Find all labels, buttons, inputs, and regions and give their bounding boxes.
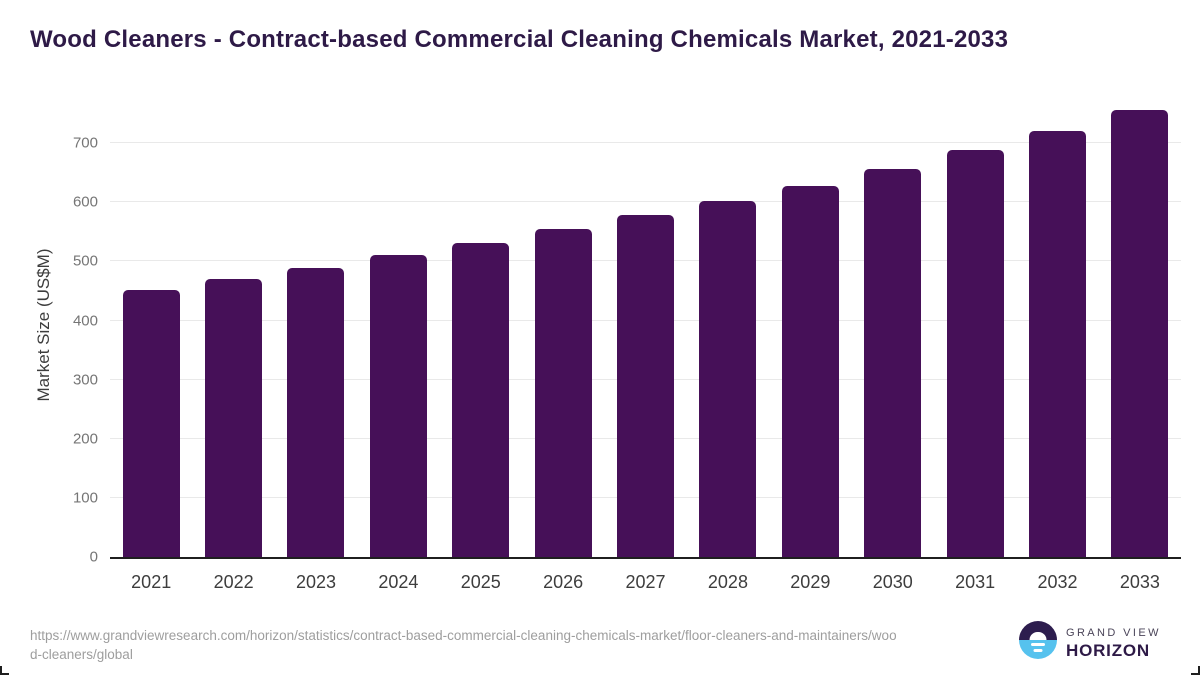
horizon-sun-icon bbox=[1019, 621, 1057, 659]
y-tick-label-200: 200 bbox=[72, 430, 98, 448]
bottom-right-corner-mark bbox=[1191, 666, 1200, 675]
bottom-left-corner-mark bbox=[0, 666, 9, 675]
bar-slot-2032 bbox=[1016, 90, 1098, 557]
x-axis-labels: 2021 2022 2023 2024 2025 2026 2027 2028 2029 2030… bbox=[110, 566, 1181, 593]
bar-2030 bbox=[864, 169, 922, 557]
bar-slot-2031 bbox=[934, 90, 1016, 557]
bar-2027 bbox=[617, 214, 675, 557]
y-tick-label-100: 100 bbox=[72, 489, 98, 507]
x-tick-label-2033: 2033 bbox=[1119, 572, 1160, 592]
x-tick-label-2023: 2023 bbox=[295, 572, 336, 592]
grand-view-horizon-logo: GRAND VIEW HORIZON bbox=[1019, 621, 1161, 659]
bar-2028 bbox=[699, 201, 757, 557]
y-tick-label-0: 0 bbox=[89, 548, 98, 566]
logo-brand-bottom: HORIZON bbox=[1066, 641, 1150, 660]
x-tick-label-2028: 2028 bbox=[707, 572, 748, 592]
x-tick-label-2024: 2024 bbox=[378, 572, 419, 592]
bar-slot-2028 bbox=[687, 90, 769, 557]
bar-slot-2033 bbox=[1099, 90, 1181, 557]
gridline-600 bbox=[110, 201, 1181, 203]
x-tick-label-2032: 2032 bbox=[1037, 572, 1078, 592]
bar-2021 bbox=[122, 289, 180, 557]
bar-slot-2027 bbox=[604, 90, 686, 557]
bar-2024 bbox=[369, 254, 427, 557]
y-tick-label-500: 500 bbox=[72, 252, 98, 270]
bar-slot-2023 bbox=[275, 90, 357, 557]
y-tick-label-700: 700 bbox=[72, 134, 98, 152]
bar-2025 bbox=[452, 242, 510, 557]
x-tick-label-2029: 2029 bbox=[790, 572, 831, 592]
bar-slot-2022 bbox=[192, 90, 274, 557]
bar-2033 bbox=[1111, 110, 1169, 557]
bar-2032 bbox=[1028, 131, 1086, 557]
x-tick-label-2030: 2030 bbox=[872, 572, 913, 592]
y-tick-label-400: 400 bbox=[72, 312, 98, 330]
x-tick-label-2031: 2031 bbox=[955, 572, 996, 592]
x-tick-label-2022: 2022 bbox=[213, 572, 254, 592]
x-tick-label-2021: 2021 bbox=[131, 572, 172, 592]
bar-2022 bbox=[205, 279, 263, 557]
bar-2023 bbox=[287, 267, 345, 557]
bar-slot-2030 bbox=[852, 90, 934, 557]
bar-2029 bbox=[781, 185, 839, 557]
bar-2026 bbox=[534, 228, 592, 557]
x-tick-label-2026: 2026 bbox=[543, 572, 584, 592]
chart-title: Wood Cleaners - Contract-based Commercia… bbox=[30, 26, 1009, 53]
gridline-700 bbox=[110, 142, 1181, 144]
x-tick-label-2027: 2027 bbox=[625, 572, 666, 592]
bar-slot-2025 bbox=[440, 90, 522, 557]
bar-2031 bbox=[946, 150, 1004, 557]
source-url: https://www.grandviewresearch.com/horizo… bbox=[30, 628, 897, 662]
bar-slot-2021 bbox=[110, 90, 192, 557]
bar-slot-2029 bbox=[769, 90, 851, 557]
y-tick-label-600: 600 bbox=[72, 193, 98, 211]
logo-brand-top: GRAND VIEW bbox=[1066, 627, 1161, 639]
plot-area bbox=[110, 90, 1181, 559]
bar-slot-2024 bbox=[357, 90, 439, 557]
bar-slot-2026 bbox=[522, 90, 604, 557]
y-tick-label-300: 300 bbox=[72, 371, 98, 389]
x-tick-label-2025: 2025 bbox=[460, 572, 501, 592]
y-axis-ticks: 0 100 200 300 400 500 600 700 bbox=[0, 90, 98, 565]
bar-series bbox=[110, 90, 1181, 557]
